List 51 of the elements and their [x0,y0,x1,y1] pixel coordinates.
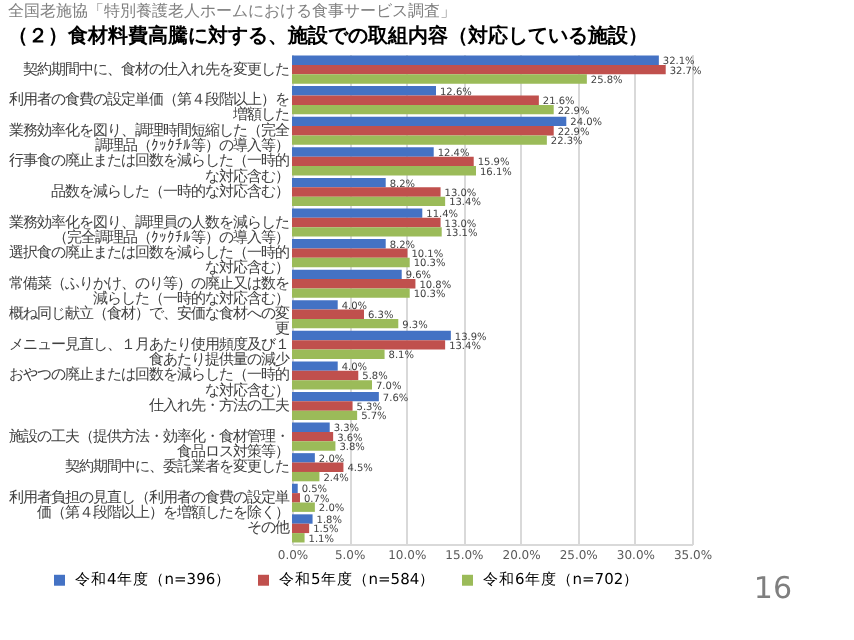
bar [292,340,446,350]
bar [292,462,344,472]
bar [292,126,554,136]
bar [292,453,315,463]
bar [292,318,399,329]
bar [292,309,364,319]
bar [292,493,300,503]
bar [292,279,416,289]
bar [292,166,476,176]
bar [292,147,434,157]
bar [292,257,410,268]
chart-subtitle: 全国老施協「特別養護老人ホームにおける食事サービス調査」 [8,2,456,20]
bar [292,431,334,442]
bar [292,208,423,218]
bar [292,64,666,75]
bar [292,370,359,381]
bar [292,380,372,390]
bar [292,156,474,167]
bar [292,177,386,188]
bar [292,55,659,65]
bar [292,104,554,115]
bar [292,523,310,534]
bar [292,361,338,371]
bar [292,116,567,127]
text: 16 [753,570,792,606]
bar [292,471,320,482]
bar [292,422,330,432]
bar [292,187,441,197]
chart-title: （２）食材料費高騰に対する、施設での取組内容（対応している施設） [8,24,648,48]
bar [292,410,358,421]
bar [292,74,587,84]
bar [292,533,305,543]
bar [292,95,539,105]
bar [292,441,336,451]
bar [292,391,379,402]
bar [292,401,353,411]
bar [292,502,315,512]
bar [292,349,385,359]
bar [292,248,408,258]
bar [292,86,436,96]
bar [292,135,547,145]
bar [292,483,298,494]
bar [292,288,410,298]
bar [292,514,313,524]
bar [292,330,451,341]
bar [292,269,402,280]
bar [292,196,446,207]
bar [292,300,338,310]
bar [292,217,441,228]
bar [292,227,442,237]
bar [292,239,386,249]
